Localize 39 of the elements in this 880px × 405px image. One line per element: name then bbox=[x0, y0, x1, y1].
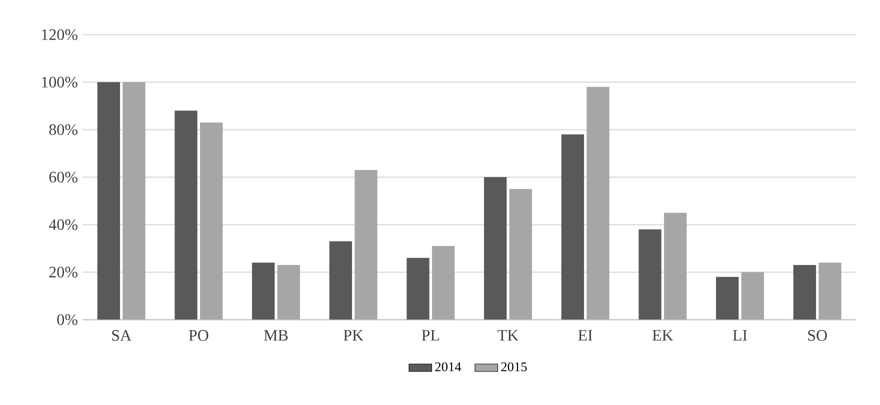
bar bbox=[252, 262, 275, 320]
x-tick-label: SA bbox=[112, 330, 132, 341]
bar bbox=[509, 189, 532, 320]
x-tick-label: EI bbox=[578, 330, 592, 341]
bar bbox=[174, 110, 198, 320]
x-tick-label: TK bbox=[498, 330, 519, 341]
x-tick-label: EK bbox=[652, 330, 674, 341]
x-tick-label: PK bbox=[344, 330, 364, 341]
bar bbox=[432, 246, 455, 320]
bar bbox=[741, 272, 764, 320]
bar bbox=[716, 276, 739, 320]
y-tick-label: 0% bbox=[57, 314, 78, 326]
legend-label: 2014 bbox=[435, 362, 462, 372]
bar bbox=[793, 265, 816, 320]
bar bbox=[818, 262, 842, 320]
y-tick-label: 60% bbox=[49, 172, 78, 183]
y-tick-label: 40% bbox=[48, 219, 78, 230]
bar bbox=[329, 241, 352, 320]
bar bbox=[277, 265, 300, 320]
y-tick-label: 20% bbox=[49, 266, 78, 278]
x-tick-label: LI bbox=[732, 330, 747, 341]
x-tick-label: MB bbox=[264, 330, 288, 341]
legend-label: 2015 bbox=[501, 362, 527, 372]
bar bbox=[122, 82, 146, 320]
bar bbox=[484, 177, 507, 320]
bar bbox=[638, 229, 662, 320]
bar bbox=[97, 82, 120, 320]
y-tick-label: 100% bbox=[42, 76, 78, 88]
bar bbox=[586, 86, 610, 320]
bar bbox=[561, 134, 584, 320]
bar bbox=[200, 122, 223, 320]
x-tick-label: SO bbox=[808, 330, 827, 341]
bar bbox=[406, 258, 430, 320]
x-tick-label: PO bbox=[188, 330, 208, 341]
bar bbox=[354, 170, 378, 320]
x-tick-label: PL bbox=[422, 330, 440, 341]
y-tick-label: 120% bbox=[42, 29, 78, 40]
bar bbox=[664, 212, 687, 320]
y-tick-label: 80% bbox=[49, 124, 78, 136]
